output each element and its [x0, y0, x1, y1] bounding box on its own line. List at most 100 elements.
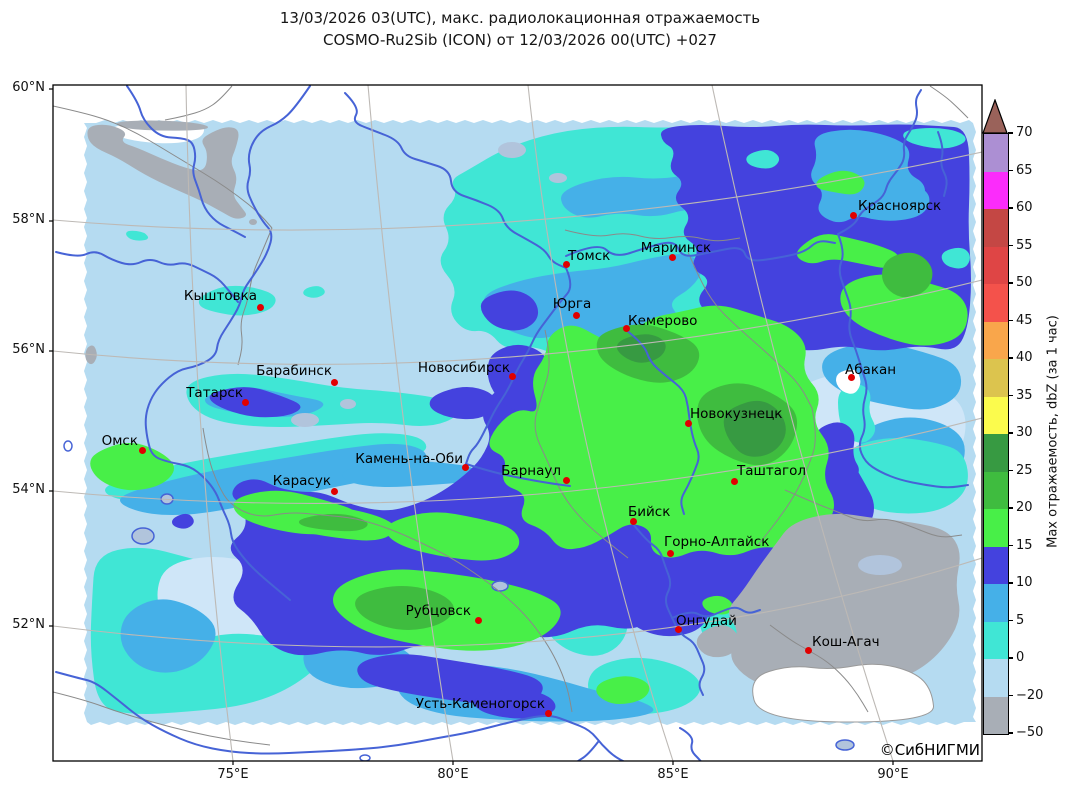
colorbar-segment [984, 546, 1008, 584]
colorbar-tickmark [1008, 432, 1013, 434]
reflectivity-blob [209, 387, 301, 418]
city-label: Кош-Агач [812, 634, 880, 650]
city-label: Горно-Алтайск [664, 534, 770, 550]
river-line [576, 741, 599, 761]
city-marker [849, 211, 857, 219]
city-label: Кыштовка [183, 288, 257, 304]
colorbar-tickmark [1008, 132, 1013, 134]
river-line [126, 85, 246, 238]
city-marker [461, 463, 469, 471]
city-label: Барнаул [501, 463, 561, 479]
city-marker [256, 303, 264, 311]
colorbar-tick-label: 20 [1016, 500, 1033, 515]
city-label: Мариинск [640, 240, 712, 256]
admin-border-line [929, 85, 969, 119]
admin-border-line [687, 251, 813, 409]
reflectivity-blob [483, 254, 702, 338]
colorbar-tick-label: 65 [1016, 162, 1033, 178]
reflectivity-blob [622, 584, 709, 637]
reflectivity-blob [723, 400, 786, 457]
reflectivity-blob [752, 663, 935, 723]
lake [549, 173, 567, 183]
city-label: Томск [568, 248, 611, 264]
colorbar-tick-label: −20 [1016, 687, 1044, 703]
reflectivity-blob [696, 625, 739, 658]
lon-tick-label: 75°E [217, 767, 249, 782]
lat-tick-label: 58°N [12, 212, 45, 227]
reflectivity-blob [342, 460, 476, 487]
city-marker [241, 398, 249, 406]
lon-tick-label: 85°E [657, 767, 689, 782]
city-marker [330, 378, 338, 386]
reflectivity-blob [355, 586, 454, 630]
city-marker [474, 616, 482, 624]
reflectivity-blob [796, 234, 899, 268]
city-marker [622, 324, 630, 332]
colorbar-tick-label: 55 [1016, 237, 1033, 253]
reflectivity-blob [386, 512, 520, 561]
graticule-line [53, 557, 982, 648]
reflectivity-blob [903, 127, 966, 149]
reflectivity-blob [941, 247, 970, 269]
reflectivity-blob [728, 513, 960, 691]
city-label: Онгудай [676, 613, 737, 629]
river-line [465, 463, 571, 487]
city-label: Барабинск [256, 363, 332, 379]
colorbar-tick-label: 60 [1016, 200, 1033, 215]
city-label: Усть-Каменогорск [415, 696, 545, 712]
colorbar-axis-label: Мах отражаемость, dbZ (за 1 час) [1045, 315, 1061, 548]
reflectivity-blob [116, 120, 208, 131]
colorbar-tick-label: 30 [1016, 425, 1033, 440]
colorbar-tick-label: 10 [1016, 575, 1033, 590]
colorbar-segment [984, 396, 1008, 434]
lake [131, 527, 155, 545]
reflectivity-blob [429, 387, 498, 420]
colorbar-tickmark [1008, 319, 1013, 322]
colorbar-tickmark [1008, 694, 1013, 697]
reflectivity-blob [303, 286, 325, 298]
lake [63, 440, 73, 452]
city-marker [730, 477, 738, 485]
colorbar-segment [984, 434, 1008, 472]
river-line [344, 92, 567, 269]
reflectivity-blob [120, 443, 427, 515]
lat-tick-label: 52°N [12, 617, 45, 632]
city-label: Камень-на-Оби [355, 451, 463, 467]
river-line [671, 606, 761, 619]
city-label: Татарск [186, 385, 243, 401]
colorbar-tickmark [1008, 469, 1013, 472]
graticule-line [53, 151, 982, 231]
city-label: Абакан [845, 362, 897, 378]
lake [291, 413, 319, 427]
reflectivity-blob [616, 334, 666, 363]
admin-border-line [534, 329, 629, 559]
city-marker [330, 487, 338, 495]
colorbar-segment [984, 171, 1008, 209]
colorbar-segment [984, 584, 1008, 622]
reflectivity-blob [126, 230, 149, 241]
reflectivity-blob [474, 688, 556, 719]
colorbar-segment [984, 359, 1008, 397]
colorbar-segment [984, 321, 1008, 359]
river-line [55, 671, 626, 761]
reflectivity-blob [172, 513, 194, 529]
lake [498, 142, 526, 158]
city-marker [674, 625, 682, 633]
colorbar-over-arrow [982, 99, 1008, 134]
city-label: Омск [101, 433, 138, 449]
colorbar-tick-label: 35 [1016, 387, 1033, 403]
city-marker [684, 419, 692, 427]
city-label: Таштагол [737, 463, 806, 479]
colorbar-tickmark [1008, 582, 1013, 584]
lake [858, 555, 902, 575]
reflectivity-blob [596, 676, 650, 705]
city-label: Юрга [552, 296, 592, 312]
river-line [55, 251, 239, 303]
city-marker [562, 476, 570, 484]
admin-border-line [757, 407, 816, 546]
river-line [837, 233, 969, 489]
colorbar-body [983, 133, 1009, 735]
reflectivity-blob [746, 150, 780, 169]
